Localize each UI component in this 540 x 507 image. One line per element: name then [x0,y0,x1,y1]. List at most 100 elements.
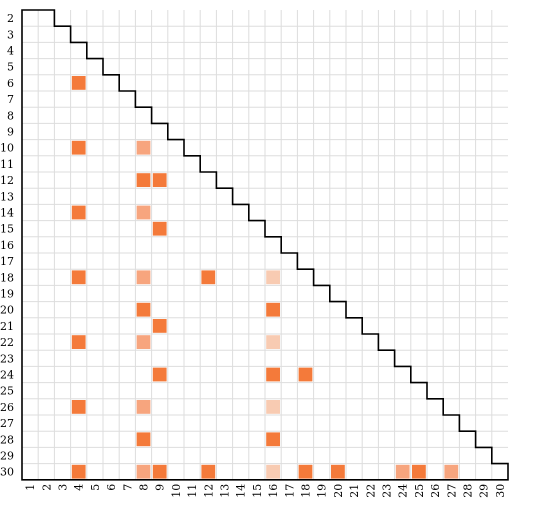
y-tick-label: 29 [0,450,14,463]
y-tick-label: 5 [7,61,14,74]
matrix-cell-r15-c9 [152,221,167,236]
y-tick-label: 26 [0,401,14,414]
matrix-cell-r22-c8 [136,335,151,349]
x-tick-label: 11 [186,484,199,498]
y-tick-label: 25 [0,385,14,398]
x-tick-label: 18 [300,484,313,498]
matrix-cell-r30-c27 [444,464,459,479]
matrix-cell-r6-c4 [71,76,86,90]
x-tick-label: 12 [202,484,215,498]
matrix-cell-r24-c16 [266,367,280,382]
matrix-cell-r18-c4 [71,270,86,285]
x-tick-label: 14 [235,484,248,498]
matrix-cell-r21-c9 [152,319,167,333]
y-tick-label: 8 [7,109,14,122]
y-tick-label: 17 [0,255,14,268]
y-tick-label: 22 [0,336,14,349]
matrix-cell-r18-c16 [266,270,280,285]
x-tick-label: 2 [40,484,53,491]
y-tick-label: 19 [0,288,14,301]
x-tick-label: 17 [283,484,296,498]
x-tick-label: 29 [478,484,491,498]
matrix-cell-r12-c9 [152,173,167,187]
y-tick-label: 3 [7,28,14,41]
y-tick-label: 21 [0,320,14,333]
matrix-cell-r20-c8 [136,302,151,317]
y-tick-label: 13 [0,190,14,203]
matrix-cell-r24-c9 [152,367,167,382]
x-tick-label: 23 [381,484,394,498]
matrix-cell-r30-c8 [136,464,151,479]
matrix-cell-r22-c4 [71,335,86,349]
y-tick-label: 14 [0,207,14,220]
matrix-cell-r26-c4 [71,400,86,414]
y-tick-label: 12 [0,174,14,187]
y-tick-label: 6 [7,77,14,90]
x-tick-label: 6 [105,484,118,491]
x-tick-label: 7 [121,484,134,491]
y-tick-label: 11 [0,158,14,171]
grid-layer [22,10,508,480]
matrix-cell-r28-c8 [136,432,151,447]
x-tick-label: 5 [89,484,102,491]
x-tick-label: 24 [397,484,410,498]
x-tick-label: 22 [364,484,377,498]
y-tick-labels: 2345678910111213141516171819202122232425… [0,12,14,479]
y-tick-label: 20 [0,304,14,317]
matrix-cell-r18-c8 [136,270,151,285]
matrix-cell-r24-c18 [298,367,313,382]
y-tick-label: 16 [0,239,14,252]
y-tick-label: 9 [7,126,14,139]
outline-layer [21,9,509,481]
x-tick-labels: 1 2 3 4 5 6 7 8 9 10 11 12 13 14 15 16 17 18 19 20 21 22 23 24 2… [24,484,507,498]
matrix-cell-r26-c16 [266,400,280,414]
x-tick-label: 10 [170,484,183,498]
matrix-cell-r30-c12 [201,464,216,479]
x-tick-label: 20 [332,484,345,498]
matrix-cell-r18-c12 [201,270,216,285]
x-tick-label: 28 [462,484,475,498]
matrix-cell-r30-c24 [395,464,410,479]
x-tick-label: 3 [57,484,70,491]
x-tick-label: 8 [138,484,151,491]
matrix-outline [21,9,509,481]
matrix-cell-r10-c4 [71,140,86,155]
y-tick-label: 24 [0,369,14,382]
matrix-cell-r14-c4 [71,205,86,220]
y-tick-label: 30 [0,466,14,479]
x-tick-label: 25 [413,484,426,498]
matrix-cell-r26-c8 [136,400,151,414]
matrix-cell-r30-c25 [412,464,426,479]
x-tick-label: 16 [267,484,280,498]
matrix-cell-r22-c16 [266,335,280,349]
y-tick-label: 15 [0,223,14,236]
matrix-cell-r30-c16 [266,464,280,479]
y-tick-label: 23 [0,352,14,365]
matrix-cell-r30-c4 [71,464,86,479]
y-tick-label: 4 [7,45,14,58]
matrix-cell-r28-c16 [266,432,280,447]
matrix-cell-r30-c18 [298,464,313,479]
x-tick-label: 30 [494,484,507,498]
x-tick-label: 15 [251,484,264,498]
matrix-cell-r20-c16 [266,302,280,317]
x-tick-label: 26 [429,484,442,498]
matrix-cell-r14-c8 [136,205,151,220]
matrix-cell-r30-c20 [331,464,345,479]
x-tick-label: 1 [24,484,37,491]
x-tick-label: 21 [348,484,361,498]
x-tick-label: 19 [316,484,329,498]
y-tick-label: 18 [0,271,14,284]
x-tick-label: 13 [219,484,232,498]
y-tick-label: 27 [0,417,14,430]
y-tick-label: 10 [0,142,14,155]
cell-layer [71,76,459,479]
x-tick-label: 9 [154,484,167,491]
x-tick-label: 27 [445,484,458,498]
y-tick-label: 7 [7,93,14,106]
matrix-cell-r30-c9 [152,464,167,479]
y-tick-label: 28 [0,433,14,446]
matrix-cell-r12-c8 [136,173,151,187]
x-tick-label: 4 [73,484,86,491]
